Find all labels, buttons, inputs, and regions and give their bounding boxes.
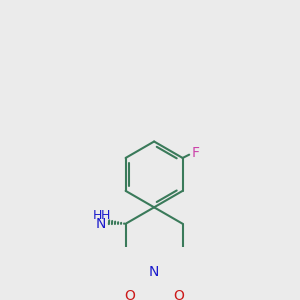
Text: N: N: [96, 217, 106, 231]
Text: H: H: [93, 209, 102, 222]
Text: H: H: [101, 209, 111, 222]
Text: O: O: [173, 289, 184, 300]
Text: F: F: [192, 146, 200, 160]
Text: N: N: [149, 265, 159, 279]
Text: O: O: [124, 289, 135, 300]
